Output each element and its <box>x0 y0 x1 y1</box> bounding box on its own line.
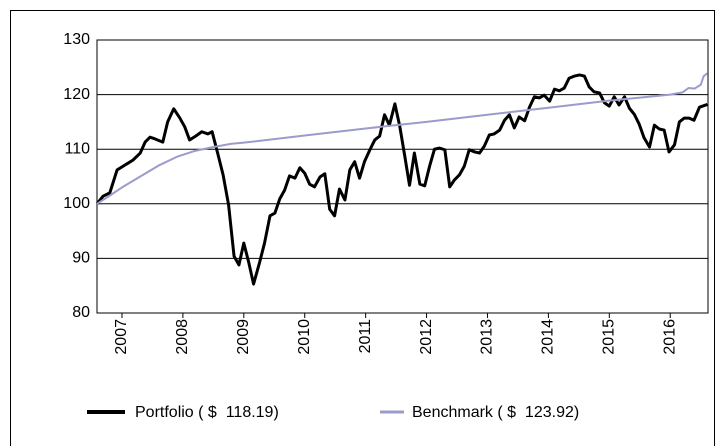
x-tick-label: 2015 <box>601 319 618 355</box>
series-line <box>96 72 708 205</box>
y-tick-label: 110 <box>64 140 90 157</box>
legend-label: Benchmark ( $ 123.92) <box>412 404 579 421</box>
x-tick-label: 2013 <box>479 319 496 355</box>
x-tick-label: 2016 <box>661 319 678 355</box>
x-tick-label: 2014 <box>540 319 557 355</box>
x-tick-label: 2009 <box>235 319 252 355</box>
chart-border <box>10 10 715 446</box>
y-tick-label: 90 <box>72 250 90 267</box>
y-tick-label: 120 <box>63 86 90 103</box>
x-tick-label: 2007 <box>113 319 130 355</box>
legend-label: Portfolio ( $ 118.19) <box>135 404 279 421</box>
y-tick-label: 80 <box>72 304 90 321</box>
y-tick-label: 100 <box>63 195 90 212</box>
x-tick-label: 2010 <box>296 319 313 355</box>
plot-border <box>96 39 709 314</box>
x-tick-label: 2012 <box>418 319 435 355</box>
series-line <box>95 73 708 286</box>
y-tick-label: 130 <box>63 31 90 48</box>
x-tick-label: 2011 <box>357 319 374 354</box>
x-tick-label: 2008 <box>174 319 191 355</box>
